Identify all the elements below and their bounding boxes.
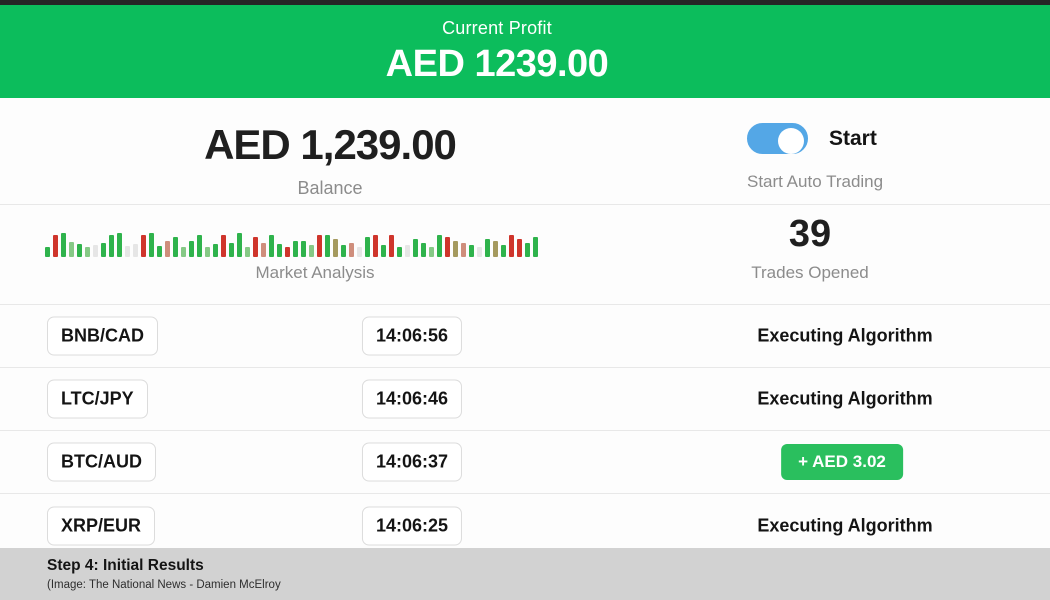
- trade-row: BNB/CAD 14:06:56 Executing Algorithm: [0, 305, 1050, 368]
- caption-credit: (Image: The National News - Damien McElr…: [47, 579, 281, 591]
- balance-block: AED 1,239.00 Balance: [0, 98, 660, 204]
- auto-trading-toggle[interactable]: [747, 123, 808, 154]
- pair-box: BNB/CAD: [47, 316, 158, 356]
- trade-row: LTC/JPY 14:06:46 Executing Algorithm: [0, 368, 1050, 431]
- toggle-sublabel: Start Auto Trading: [747, 172, 884, 191]
- profit-banner-label: Current Profit: [442, 17, 552, 38]
- trade-row: XRP/EUR 14:06:25 Executing Algorithm: [0, 494, 1050, 548]
- trades-opened-count: 39: [788, 213, 832, 255]
- auto-trading-block: Start Start Auto Trading: [747, 123, 883, 192]
- trade-profit-badge: + AED 3.02: [781, 444, 903, 480]
- trade-status: Executing Algorithm: [757, 388, 933, 409]
- caption-title: Step 4: Initial Results: [47, 557, 204, 574]
- balance-label: Balance: [297, 178, 363, 198]
- pair-box: XRP/EUR: [47, 506, 156, 545]
- time-box: 14:06:25: [361, 506, 463, 545]
- balance-amount: AED 1,239.00: [204, 121, 457, 168]
- top-edge-strip: [0, 0, 1050, 5]
- market-analysis-label: Market Analysis: [255, 263, 375, 282]
- market-analysis-bars: [45, 225, 547, 257]
- time-box: 14:06:56: [361, 316, 463, 356]
- time-box: 14:06:46: [361, 379, 463, 419]
- profit-banner-amount: AED 1239.00: [385, 42, 609, 85]
- pair-box: BTC/AUD: [47, 442, 156, 482]
- image-caption: Step 4: Initial Results (Image: The Nati…: [0, 548, 1050, 600]
- time-box: 14:06:37: [361, 442, 463, 482]
- toggle-knob-icon: [777, 127, 804, 154]
- toggle-label: Start: [829, 126, 877, 150]
- trade-status: Executing Algorithm: [757, 325, 933, 346]
- pair-box: LTC/JPY: [47, 379, 148, 419]
- trade-status: Executing Algorithm: [757, 515, 933, 535]
- trades-opened-block: 39 Trades Opened: [751, 213, 869, 283]
- trades-opened-label: Trades Opened: [751, 263, 869, 282]
- app-content: AED 1,239.00 Balance Start Start Auto Tr…: [0, 98, 1050, 548]
- market-section: Market Analysis 39 Trades Opened: [0, 205, 1050, 305]
- trade-row: BTC/AUD 14:06:37 + AED 3.02: [0, 431, 1050, 494]
- account-section: AED 1,239.00 Balance Start Start Auto Tr…: [0, 98, 1050, 205]
- profit-banner: Current Profit AED 1239.00: [0, 5, 1050, 98]
